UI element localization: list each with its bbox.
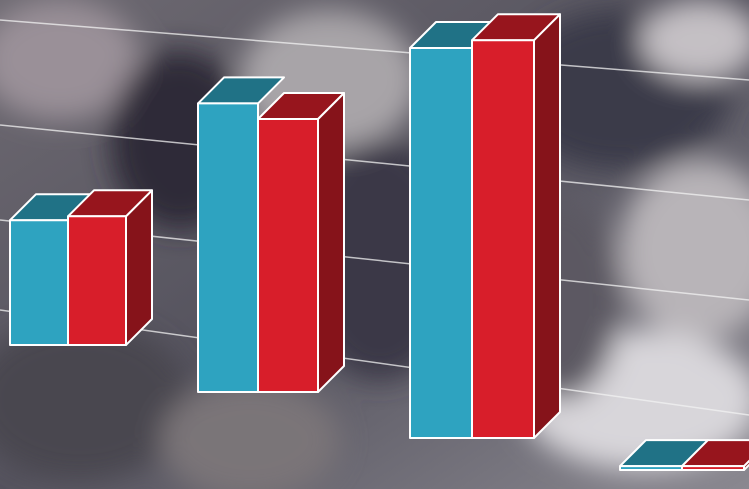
bar (67, 215, 127, 346)
bar (471, 39, 535, 439)
bar (257, 118, 319, 393)
bar (681, 465, 745, 472)
bar-side (317, 92, 345, 393)
bar-side (533, 13, 561, 439)
bar (9, 219, 69, 346)
bar (197, 102, 259, 394)
bar (409, 47, 473, 439)
bar (619, 465, 683, 472)
bars (9, 13, 749, 472)
